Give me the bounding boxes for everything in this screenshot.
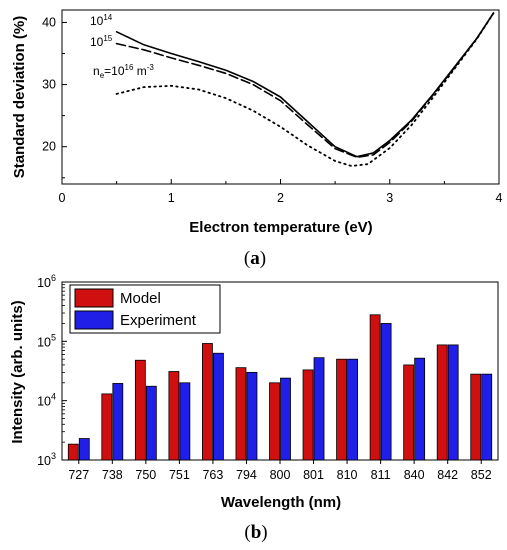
bar-model-810 bbox=[336, 358, 347, 461]
bar-model-750 bbox=[134, 359, 146, 461]
bar-model-738 bbox=[101, 393, 113, 461]
panel-a-x-axis-title: Electron temperature (eV) bbox=[189, 219, 372, 236]
x-tick-label: 1 bbox=[168, 191, 175, 205]
panel-b-y-ticks: 103 104 105 106 bbox=[37, 273, 67, 468]
x-tick-label: 750 bbox=[135, 468, 156, 482]
legend-swatch-experiment bbox=[74, 310, 114, 330]
panel-b-bars bbox=[67, 314, 493, 461]
y-tick-label: 105 bbox=[37, 332, 56, 349]
x-tick-label: 842 bbox=[437, 468, 458, 482]
panel-a-y-axis-title: Standard deviation (%) bbox=[11, 16, 28, 179]
y-tick-label: 20 bbox=[42, 140, 56, 154]
x-tick-label: 840 bbox=[404, 468, 425, 482]
legend-swatch-model bbox=[74, 288, 114, 308]
bar-experiment-763 bbox=[213, 352, 224, 461]
bar-model-800 bbox=[269, 382, 280, 461]
x-tick-label: 727 bbox=[68, 468, 89, 482]
panel-b-legend: Model Experiment bbox=[69, 284, 221, 334]
x-tick-label: 811 bbox=[371, 468, 391, 482]
y-tick-label: 106 bbox=[37, 273, 56, 290]
x-tick-label: 810 bbox=[337, 468, 358, 482]
panel-b-x-ticks: 727 738 750 751 763 794 800 801 810 811 840 842 852 bbox=[68, 460, 492, 482]
x-tick-label: 852 bbox=[471, 468, 492, 482]
curve-series-2 bbox=[115, 12, 495, 167]
panel-b-chart: 103 104 105 106 727 738 750 751 763 794 800 801 810… bbox=[9, 273, 499, 543]
bar-experiment-738 bbox=[112, 383, 124, 461]
curve-series-0 bbox=[115, 12, 495, 158]
bar-model-801 bbox=[302, 369, 314, 461]
x-tick-label: 801 bbox=[303, 468, 324, 482]
bar-model-751 bbox=[168, 371, 180, 461]
bar-model-763 bbox=[202, 343, 213, 461]
panel-a-chart: 0 1 2 3 4 20 30 40 1014 1015 ne=1016 m-3 Stand… bbox=[11, 9, 503, 269]
panel-a-curves bbox=[115, 12, 495, 167]
x-tick-label: 800 bbox=[270, 468, 291, 482]
bar-experiment-800 bbox=[280, 377, 291, 461]
bar-model-727 bbox=[67, 443, 79, 461]
bar-experiment-842 bbox=[447, 344, 459, 461]
panel-a-label: (a) bbox=[244, 248, 266, 269]
panel-b-label: (b) bbox=[244, 522, 267, 543]
bar-model-840 bbox=[403, 364, 415, 461]
x-tick-label: 738 bbox=[102, 468, 123, 482]
x-tick-label: 763 bbox=[202, 468, 223, 482]
legend-label-model: Model bbox=[120, 290, 161, 307]
x-tick-label: 0 bbox=[59, 191, 66, 205]
x-tick-label: 751 bbox=[169, 468, 190, 482]
panel-b-x-axis-title: Wavelength (nm) bbox=[221, 494, 341, 511]
bar-experiment-810 bbox=[347, 358, 358, 461]
curve-series-1 bbox=[115, 12, 495, 159]
x-tick-label: 4 bbox=[496, 191, 503, 205]
y-tick-label: 30 bbox=[42, 78, 56, 92]
annotation-1e14: 1014 bbox=[90, 13, 113, 28]
y-tick-label: 103 bbox=[37, 451, 56, 468]
bar-experiment-750 bbox=[145, 385, 157, 461]
x-tick-label: 3 bbox=[386, 191, 393, 205]
bar-model-842 bbox=[436, 344, 448, 461]
bar-experiment-801 bbox=[313, 357, 325, 461]
panel-a-x-ticks: 0 1 2 3 4 bbox=[59, 179, 503, 205]
y-tick-label: 104 bbox=[37, 392, 56, 409]
panel-a-y-ticks: 20 30 40 bbox=[42, 15, 67, 179]
x-tick-label: 2 bbox=[277, 191, 284, 205]
bar-model-794 bbox=[235, 367, 247, 461]
bar-experiment-852 bbox=[481, 373, 493, 461]
bar-experiment-811 bbox=[380, 323, 392, 461]
legend-label-experiment: Experiment bbox=[120, 312, 197, 329]
bar-experiment-727 bbox=[78, 438, 90, 461]
annotation-1e15: 1015 bbox=[90, 34, 113, 49]
bar-model-811 bbox=[369, 314, 381, 461]
bar-experiment-751 bbox=[179, 382, 191, 461]
bar-experiment-840 bbox=[414, 357, 426, 461]
x-tick-label: 794 bbox=[236, 468, 257, 482]
bar-model-852 bbox=[470, 373, 482, 461]
y-tick-label: 40 bbox=[42, 15, 56, 29]
bar-experiment-794 bbox=[246, 371, 258, 461]
annotation-1e16: ne=1016 m-3 bbox=[93, 63, 154, 80]
panel-b-y-axis-title: Intensity (arb. units) bbox=[9, 300, 26, 443]
